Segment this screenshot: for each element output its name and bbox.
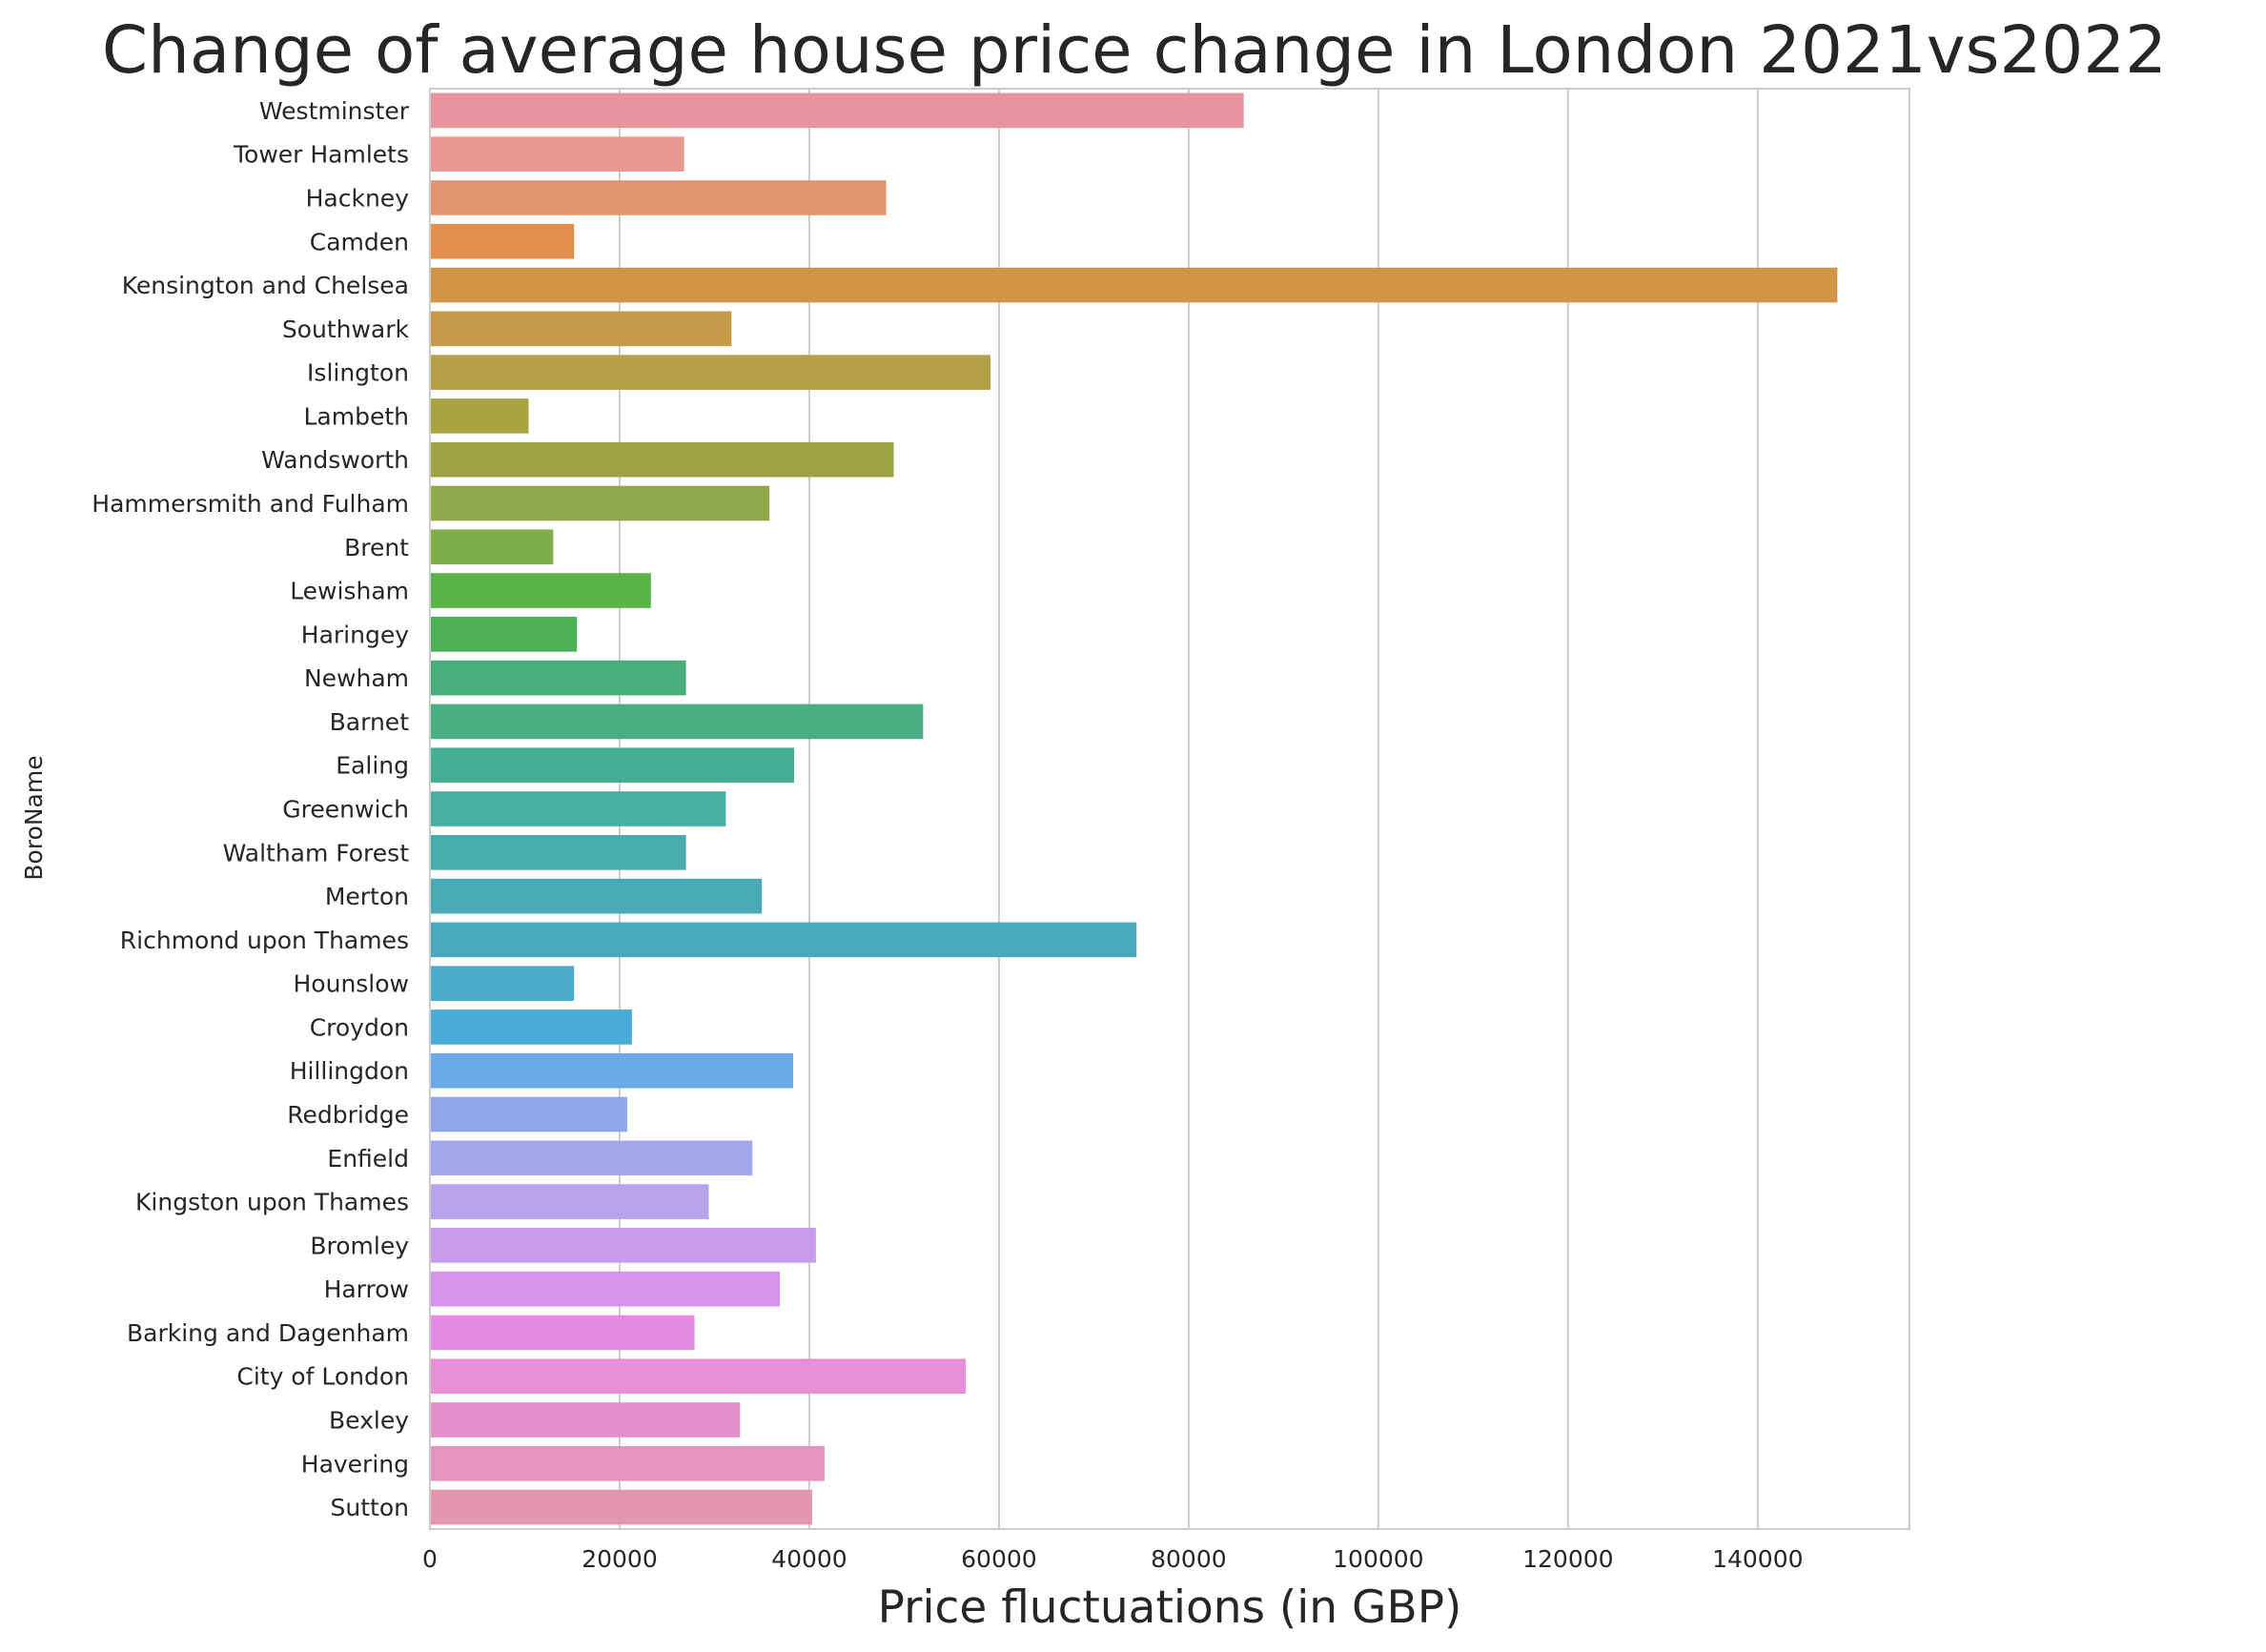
bar	[430, 355, 990, 390]
category-label: Redbridge	[287, 1101, 409, 1129]
bar	[430, 834, 686, 870]
bar	[430, 1184, 709, 1219]
x-axis-label: Price fluctuations (in GBP)	[878, 1581, 1462, 1634]
category-label: Hammersmith and Fulham	[92, 490, 409, 518]
bar	[430, 878, 763, 914]
bar	[430, 704, 924, 740]
category-label: Tower Hamlets	[233, 141, 409, 169]
category-label: Hackney	[306, 184, 410, 212]
bars	[430, 92, 1838, 1525]
bar	[430, 1402, 741, 1438]
category-label: Enfield	[327, 1145, 409, 1173]
category-label: Croydon	[310, 1013, 409, 1041]
category-label: Hounslow	[294, 970, 410, 998]
bar	[430, 1010, 632, 1045]
bar	[430, 1489, 812, 1525]
category-label: Barking and Dagenham	[127, 1319, 409, 1347]
category-label: Haringey	[301, 621, 409, 648]
bar	[430, 92, 1244, 129]
category-label: Harrow	[324, 1275, 409, 1303]
category-label: Richmond upon Thames	[120, 927, 409, 954]
bar	[430, 966, 575, 1001]
bar	[430, 617, 578, 652]
bar	[430, 747, 795, 784]
category-label: Wandsworth	[261, 446, 409, 474]
bar	[430, 136, 684, 172]
plot-frame	[429, 88, 1910, 1530]
category-label: Lewisham	[290, 578, 409, 605]
category-label: Lambeth	[304, 402, 410, 430]
category-label: Greenwich	[282, 796, 409, 824]
category-label: City of London	[236, 1363, 409, 1391]
bar	[430, 1446, 825, 1481]
bar	[430, 441, 894, 478]
category-label: Southwark	[282, 316, 410, 343]
bar	[430, 398, 529, 434]
category-label: Newham	[304, 664, 409, 692]
x-tick-label: 120000	[1522, 1545, 1613, 1573]
bar	[430, 311, 732, 347]
bar	[430, 922, 1137, 958]
x-tick-label: 140000	[1712, 1545, 1803, 1573]
bar	[430, 1140, 753, 1176]
category-label: Sutton	[331, 1494, 409, 1521]
bar	[430, 223, 575, 259]
category-label: Barnet	[330, 708, 410, 736]
y-axis-label: BoroName	[20, 755, 48, 880]
category-label: Westminster	[259, 97, 410, 125]
bar	[430, 267, 1838, 303]
x-tick-label: 60000	[961, 1545, 1037, 1573]
bar	[430, 1271, 781, 1307]
category-label: Brent	[344, 534, 409, 561]
category-label: Islington	[307, 359, 409, 387]
bar	[430, 1052, 794, 1089]
category-label: Kensington and Chelsea	[122, 272, 409, 299]
bar	[430, 1315, 695, 1351]
bar	[430, 485, 770, 521]
category-label: Merton	[325, 883, 409, 910]
category-label: Havering	[301, 1450, 409, 1478]
bar	[430, 529, 554, 565]
bar	[430, 573, 651, 608]
category-label: Waltham Forest	[223, 839, 410, 867]
bar	[430, 1228, 816, 1263]
bar	[430, 660, 686, 696]
category-labels: Westminster Tower Hamlets Hackney Camden Ken…	[92, 97, 409, 1521]
category-label: Kingston upon Thames	[135, 1189, 409, 1216]
x-tick-label: 0	[422, 1545, 438, 1573]
category-label: Ealing	[336, 752, 409, 780]
x-tick-label: 100000	[1333, 1545, 1423, 1573]
bar	[430, 1096, 627, 1132]
x-tick-label: 20000	[582, 1545, 658, 1573]
x-tick-labels: 0 20000 40000 60000 80000 100000 120000 140000	[422, 1545, 1803, 1573]
bar	[430, 180, 887, 215]
x-tick-label: 80000	[1151, 1545, 1227, 1573]
chart-title: Change of average house price change in …	[102, 12, 2167, 89]
bar	[430, 1358, 967, 1395]
category-label: Bexley	[329, 1407, 409, 1435]
bar	[430, 791, 726, 826]
category-label: Hillingdon	[290, 1057, 409, 1085]
category-label: Bromley	[310, 1232, 409, 1259]
category-label: Camden	[310, 228, 409, 255]
x-tick-label: 40000	[771, 1545, 847, 1573]
